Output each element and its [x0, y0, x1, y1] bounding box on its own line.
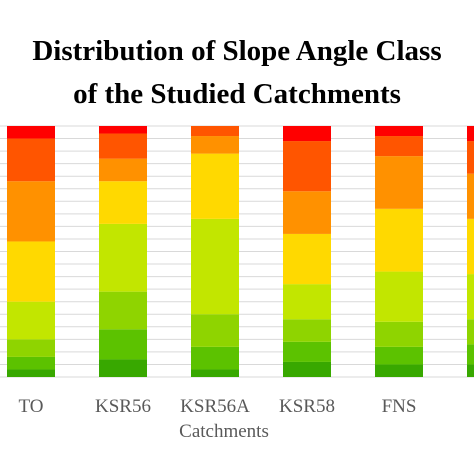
bar-segment-i-class-3	[467, 319, 474, 345]
x-tick-label-fns: FNS	[382, 396, 417, 417]
chart-title-line-2: of the Studied Catchments	[73, 78, 401, 110]
bar-segment-ksr56-class-2	[99, 329, 147, 360]
bar-segment-fns-class-5	[375, 208, 423, 272]
bar-segment-fns-class-7	[375, 136, 423, 157]
bar-segment-ksr56a-class-4	[191, 218, 239, 315]
bar-segment-to-class-6	[7, 181, 55, 242]
bar-segment-ksr58-class-8	[283, 126, 331, 142]
x-tick-label-ksr56a: KSR56A	[180, 396, 250, 417]
bar-segment-ksr56-class-5	[99, 181, 147, 224]
bar-segment-fns-class-3	[375, 321, 423, 347]
x-tick-label-ksr56: KSR56	[95, 396, 151, 417]
bar-segment-to-class-2	[7, 356, 55, 370]
bar-segment-fns-class-4	[375, 271, 423, 322]
bar-segment-ksr56a-class-3	[191, 314, 239, 347]
tick-labels: TOKSR56KSR56AKSR58FNSI	[19, 396, 417, 417]
bar-segment-fns-class-2	[375, 346, 423, 365]
bar-segment-ksr56a-class-2	[191, 346, 239, 370]
chart-title-line-1: Distribution of Slope Angle Class	[32, 35, 442, 67]
bar-segment-i-class-4	[467, 274, 474, 320]
x-tick-label-ksr58: KSR58	[279, 396, 335, 417]
bar-segment-ksr58-class-1	[283, 361, 331, 377]
bar-segment-ksr56-class-7	[99, 133, 147, 159]
bar-segment-ksr56a-class-5	[191, 153, 239, 219]
bar-segment-to-class-4	[7, 301, 55, 340]
bar-segment-ksr58-class-5	[283, 233, 331, 285]
bar-segment-i-class-6	[467, 173, 474, 219]
bar-segment-ksr58-class-2	[283, 341, 331, 362]
bar-segment-ksr56a-class-6	[191, 136, 239, 154]
bar-segment-ksr56-class-8	[99, 126, 147, 134]
x-tick-label-to: TO	[19, 396, 44, 417]
bar-segment-i-class-7	[467, 141, 474, 174]
bar-segment-ksr58-class-3	[283, 319, 331, 342]
bar-segment-fns-class-8	[375, 126, 423, 137]
bar-segment-i-class-2	[467, 344, 474, 365]
bar-segment-to-class-1	[7, 369, 55, 377]
x-axis-label: Catchments	[179, 421, 269, 442]
bar-segment-ksr56-class-6	[99, 158, 147, 182]
bar-segment-to-class-3	[7, 339, 55, 357]
bar-segment-ksr58-class-7	[283, 141, 331, 192]
bar-segment-to-class-8	[7, 126, 55, 139]
bar-segment-fns-class-6	[375, 156, 423, 209]
bar-segment-i-class-8	[467, 126, 474, 142]
bar-segment-to-class-7	[7, 138, 55, 182]
bar-segment-ksr56a-class-1	[191, 369, 239, 377]
bar-segment-ksr56-class-4	[99, 223, 147, 292]
bar-segment-to-class-5	[7, 241, 55, 302]
bar-segment-ksr58-class-6	[283, 191, 331, 234]
bar-segment-ksr58-class-4	[283, 284, 331, 320]
bar-segment-ksr56a-class-7	[191, 126, 239, 137]
bar-segment-fns-class-1	[375, 364, 423, 377]
bars	[7, 126, 474, 377]
bar-segment-ksr56-class-1	[99, 359, 147, 377]
bar-segment-i-class-1	[467, 364, 474, 377]
bar-segment-i-class-5	[467, 218, 474, 275]
bar-segment-ksr56-class-3	[99, 291, 147, 330]
